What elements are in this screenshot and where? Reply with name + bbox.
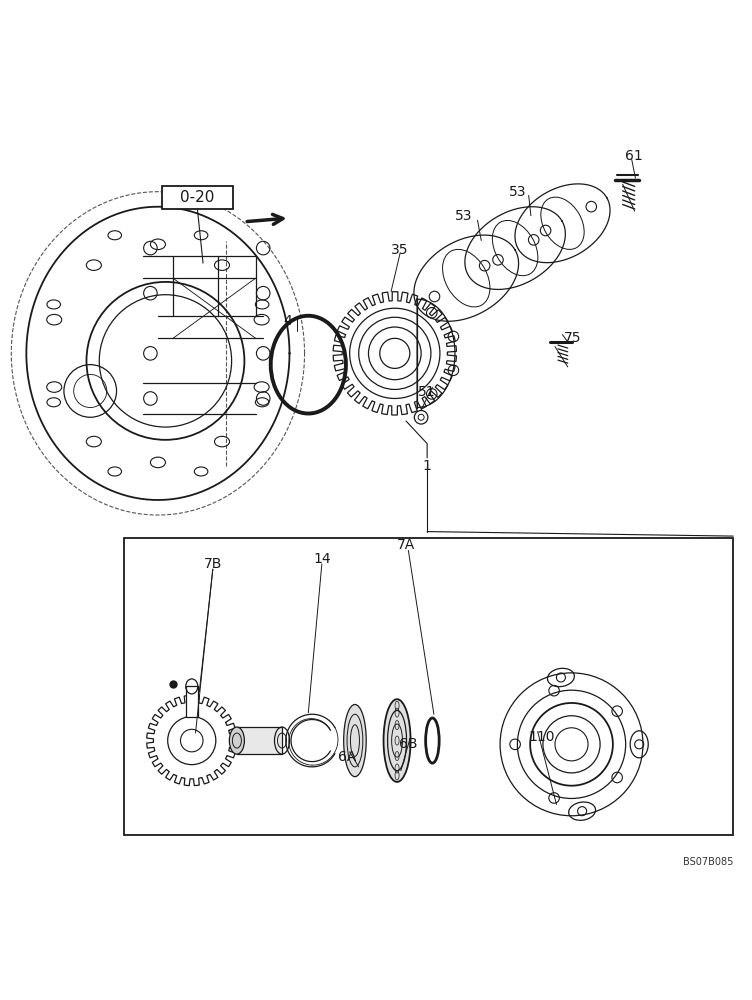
Text: 7B: 7B bbox=[204, 557, 222, 571]
Ellipse shape bbox=[229, 727, 244, 754]
Text: 4: 4 bbox=[283, 314, 292, 328]
Text: 6B: 6B bbox=[399, 737, 417, 751]
Text: 35: 35 bbox=[391, 243, 409, 257]
Text: 61: 61 bbox=[625, 149, 643, 163]
Text: BS07B085: BS07B085 bbox=[683, 857, 733, 867]
Text: 0-20: 0-20 bbox=[180, 190, 214, 205]
Text: 53: 53 bbox=[455, 209, 473, 223]
Bar bbox=[237, 727, 282, 754]
Bar bbox=[162, 186, 233, 209]
Text: 75: 75 bbox=[564, 331, 582, 345]
Bar bbox=[124, 538, 733, 835]
Ellipse shape bbox=[344, 704, 366, 777]
Text: 14: 14 bbox=[313, 552, 331, 566]
Text: 53: 53 bbox=[508, 185, 526, 199]
Text: 7A: 7A bbox=[397, 538, 415, 552]
Text: 1: 1 bbox=[423, 459, 432, 473]
Bar bbox=[186, 686, 198, 717]
Ellipse shape bbox=[384, 699, 411, 782]
Text: 6A: 6A bbox=[338, 750, 356, 764]
Text: 110: 110 bbox=[528, 730, 555, 744]
Text: 51: 51 bbox=[418, 385, 436, 399]
